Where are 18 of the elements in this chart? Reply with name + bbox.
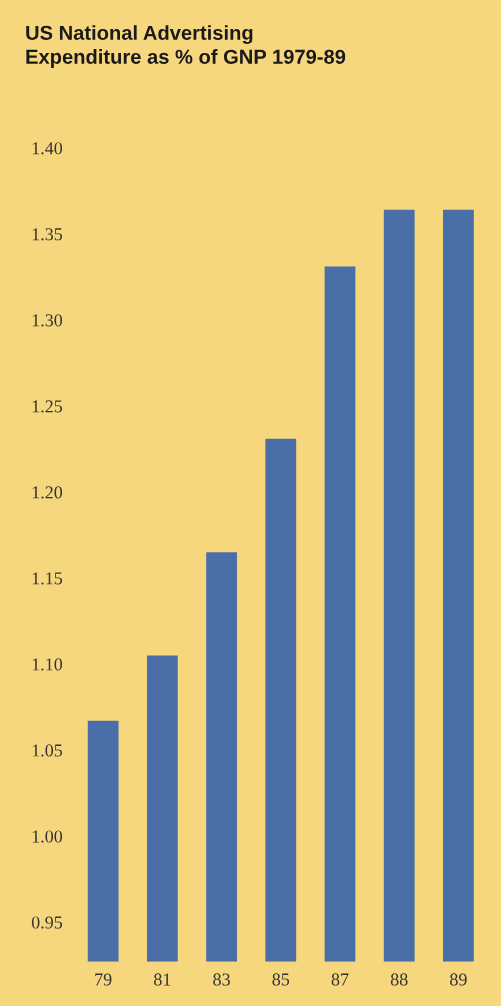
y-tick-label: 1.35 (32, 228, 63, 241)
x-tick-label: 88 (390, 973, 408, 986)
y-tick-label: 1.10 (32, 658, 63, 671)
chart-title: US National Advertising Expenditure as % of GNP 1979-89 (26, 25, 346, 68)
x-tick-label: 87 (331, 973, 349, 986)
x-tick-label: 85 (272, 973, 290, 986)
y-tick-label: 1.30 (32, 314, 63, 327)
y-tick-label: 1.05 (32, 744, 63, 757)
x-tick-label: 81 (154, 973, 171, 986)
x-tick-label: 83 (213, 973, 230, 986)
y-tick-label: 1.25 (32, 400, 63, 413)
y-tick-label: 1.20 (32, 486, 63, 499)
y-tick-label: 1.00 (32, 830, 63, 843)
y-tick-label: 1.15 (32, 572, 63, 585)
y-tick-label: 1.40 (32, 142, 63, 155)
y-tick-label: 0.95 (31, 916, 63, 929)
x-tick-label: 89 (450, 973, 467, 986)
x-tick-label: 79 (95, 973, 112, 986)
